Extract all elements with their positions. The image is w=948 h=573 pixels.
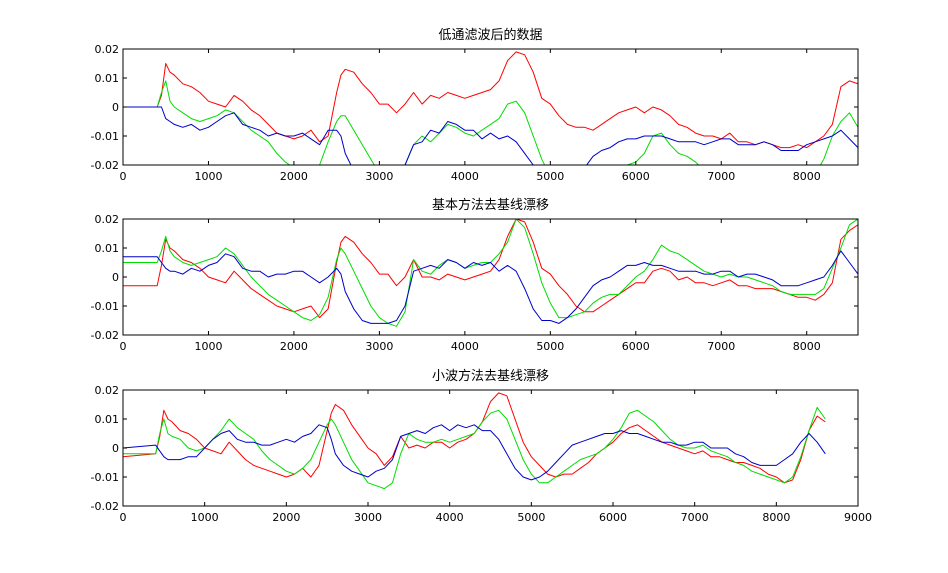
x-tick-label: 2000 (272, 511, 300, 524)
plot-panel-3: 0 1000 2000 3000 4000 5000 6000 7000 8000 9000 -0.… (91, 368, 872, 524)
x-tick-label: 6000 (622, 340, 650, 353)
y-tick-label: -0.01 (91, 471, 119, 484)
plot-panel-2: 0 1000 2000 3000 4000 5000 6000 7000 8000 -0.02 -0… (91, 197, 859, 353)
y-tick-label: 0.02 (95, 43, 120, 56)
x-tick-label: 4000 (451, 340, 479, 353)
y-tick-label: 0.02 (95, 213, 120, 226)
x-tick-label: 0 (120, 511, 127, 524)
x-tick-label: 7000 (681, 511, 709, 524)
x-tick-label: 2000 (280, 170, 308, 183)
series-line-1 (123, 51, 858, 149)
x-tick-label: 0 (120, 170, 127, 183)
y-tick-label: 0 (112, 101, 119, 114)
series-line-3 (123, 106, 858, 165)
x-tick-label: 6000 (622, 170, 650, 183)
x-tick-label: 0 (120, 340, 127, 353)
x-tick-label: 4000 (436, 511, 464, 524)
y-tick-label: -0.01 (91, 130, 119, 143)
y-tick-label: 0.01 (95, 242, 120, 255)
x-tick-label: 5000 (536, 340, 564, 353)
x-tick-label: 1000 (194, 170, 222, 183)
plot-panel-1: 0 1000 2000 3000 4000 5000 6000 7000 8000 -0.02 -0… (91, 27, 859, 183)
x-tick-label: 7000 (707, 340, 735, 353)
x-tick-label: 8000 (762, 511, 790, 524)
y-tick-label: 0 (112, 271, 119, 284)
plot-area (123, 390, 858, 506)
x-tick-label: 3000 (354, 511, 382, 524)
chart-title: 基本方法去基线漂移 (432, 197, 549, 213)
y-tick-label: 0 (112, 442, 119, 455)
series-line-3 (123, 424, 826, 481)
x-tick-label: 3000 (365, 340, 393, 353)
series-line-2 (123, 80, 858, 165)
x-tick-label: 8000 (793, 340, 821, 353)
plot-area (123, 49, 858, 165)
x-tick-label: 7000 (707, 170, 735, 183)
y-tick-label: 0.02 (95, 384, 120, 397)
x-tick-label: 4000 (451, 170, 479, 183)
x-tick-label: 9000 (844, 511, 872, 524)
chart-title: 低通滤波后的数据 (438, 27, 542, 43)
chart-title: 小波方法去基线漂移 (432, 368, 549, 384)
y-tick-label: 0.01 (95, 72, 120, 85)
x-tick-label: 8000 (793, 170, 821, 183)
x-tick-label: 6000 (599, 511, 627, 524)
y-tick-label: -0.02 (91, 500, 119, 513)
plot-area (123, 219, 858, 335)
series-group (123, 219, 858, 327)
x-tick-label: 2000 (280, 340, 308, 353)
x-tick-label: 5000 (517, 511, 545, 524)
y-tick-label: -0.02 (91, 329, 119, 342)
y-tick-label: 0.01 (95, 413, 120, 426)
y-tick-label: -0.02 (91, 159, 119, 172)
x-tick-label: 5000 (536, 170, 564, 183)
series-group (123, 392, 826, 490)
y-tick-label: -0.01 (91, 300, 119, 313)
x-tick-label: 1000 (191, 511, 219, 524)
series-group (123, 51, 858, 165)
series-line-1 (123, 219, 858, 319)
x-tick-label: 3000 (365, 170, 393, 183)
series-line-3 (123, 250, 858, 324)
x-tick-label: 1000 (194, 340, 222, 353)
series-line-2 (123, 406, 826, 490)
